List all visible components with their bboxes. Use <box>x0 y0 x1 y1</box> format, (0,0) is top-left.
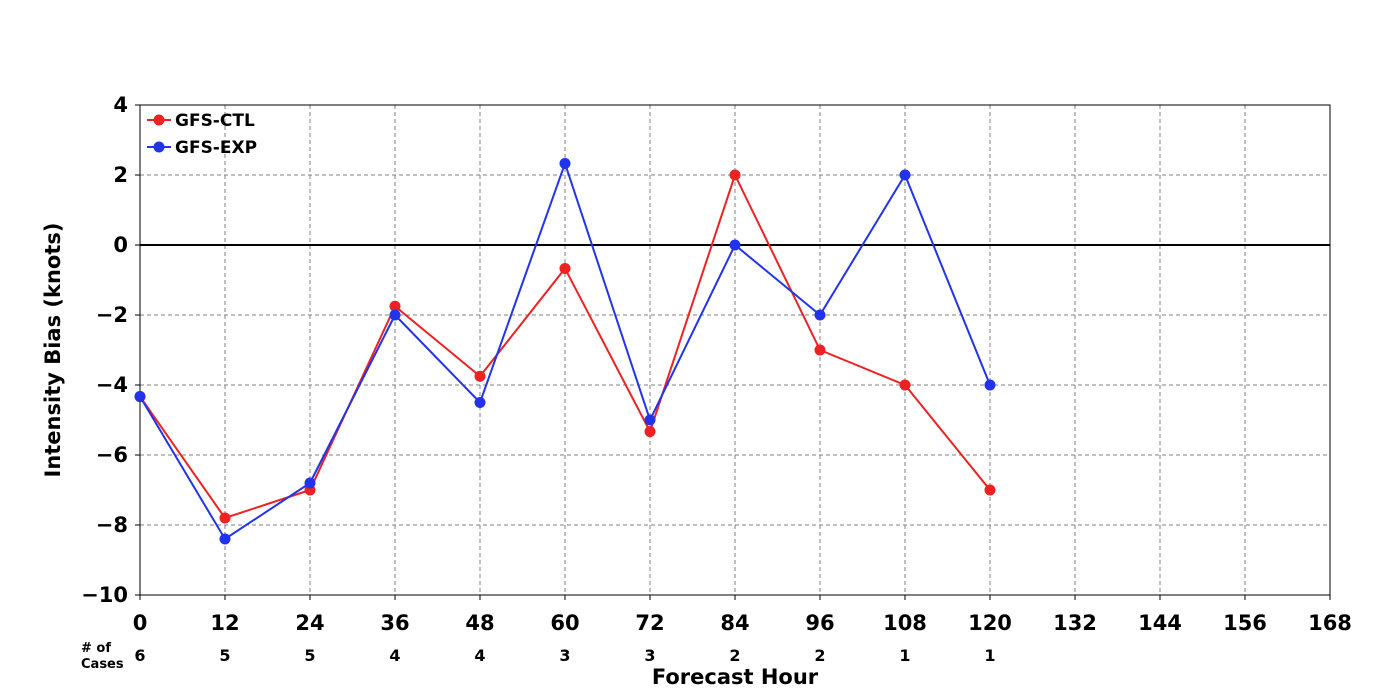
data-point <box>899 169 911 181</box>
data-point <box>219 512 231 524</box>
case-count: 3 <box>559 646 570 665</box>
data-point <box>984 484 996 496</box>
series-gfs-exp <box>134 157 996 545</box>
y-tick-label: 0 <box>113 233 128 257</box>
y-tick-label: 2 <box>113 163 128 187</box>
legend: GFS-CTL GFS-EXP <box>147 111 257 158</box>
case-count: 6 <box>134 646 145 665</box>
data-point <box>899 379 911 391</box>
data-point <box>219 533 231 545</box>
data-point <box>559 157 571 169</box>
x-tick-label: 72 <box>635 611 664 635</box>
data-point <box>984 379 996 391</box>
x-tick-label: 108 <box>883 611 927 635</box>
data-point <box>389 300 401 312</box>
y-tick-label: −6 <box>96 443 128 467</box>
case-count: 5 <box>304 646 315 665</box>
x-tick-label: 96 <box>805 611 834 635</box>
data-point <box>644 426 656 438</box>
y-tick-labels: 4 2 0 −2 −4 −6 −8 −10 <box>81 93 140 607</box>
y-axis-title: Intensity Bias (knots) <box>41 223 65 478</box>
data-point <box>814 344 826 356</box>
data-point <box>559 262 571 274</box>
y-tick-label: 4 <box>113 93 128 117</box>
legend-label: GFS-CTL <box>175 111 255 131</box>
x-axis-title: Forecast Hour <box>652 665 819 689</box>
y-tick-label: −10 <box>81 583 128 607</box>
data-point <box>644 414 656 426</box>
case-count: 2 <box>814 646 825 665</box>
case-count: 2 <box>729 646 740 665</box>
case-count: 5 <box>219 646 230 665</box>
grid-layer <box>140 105 1330 595</box>
cases-label-line1: # of <box>81 641 111 656</box>
series-gfs-ctl <box>134 169 996 524</box>
cases-label-line2: Cases <box>81 657 124 672</box>
x-tick-label: 0 <box>133 611 148 635</box>
x-tick-label: 36 <box>380 611 409 635</box>
cases-row: # of Cases 6 5 5 4 4 3 3 2 2 1 1 <box>81 641 996 672</box>
case-count: 4 <box>474 646 485 665</box>
data-point <box>814 309 826 321</box>
y-tick-label: −4 <box>96 373 128 397</box>
x-tick-labels: 0 12 24 36 48 60 72 84 96 108 120 132 144 156 168 <box>133 595 1352 635</box>
legend-item: GFS-CTL <box>147 111 255 131</box>
case-count: 4 <box>389 646 400 665</box>
series-layer <box>134 157 996 545</box>
case-count: 1 <box>984 646 995 665</box>
x-tick-label: 48 <box>465 611 494 635</box>
case-count: 1 <box>899 646 910 665</box>
data-point <box>729 239 741 251</box>
x-tick-label: 24 <box>295 611 324 635</box>
data-point <box>729 169 741 181</box>
y-tick-label: −2 <box>96 303 128 327</box>
data-point <box>304 477 316 489</box>
x-tick-label: 132 <box>1053 611 1097 635</box>
data-point <box>474 370 486 382</box>
legend-item: GFS-EXP <box>147 138 257 158</box>
x-tick-label: 12 <box>210 611 239 635</box>
data-point <box>474 397 486 408</box>
y-tick-label: −8 <box>96 513 128 537</box>
x-tick-label: 60 <box>550 611 579 635</box>
x-tick-label: 156 <box>1223 611 1267 635</box>
x-tick-label: 84 <box>720 611 749 635</box>
x-tick-label: 144 <box>1138 611 1182 635</box>
data-point <box>389 309 401 321</box>
legend-swatch-marker <box>153 141 165 153</box>
case-count: 3 <box>644 646 655 665</box>
legend-label: GFS-EXP <box>175 138 257 158</box>
legend-swatch-marker <box>153 114 165 126</box>
data-point <box>134 391 146 403</box>
x-tick-label: 168 <box>1308 611 1352 635</box>
x-tick-label: 120 <box>968 611 1012 635</box>
